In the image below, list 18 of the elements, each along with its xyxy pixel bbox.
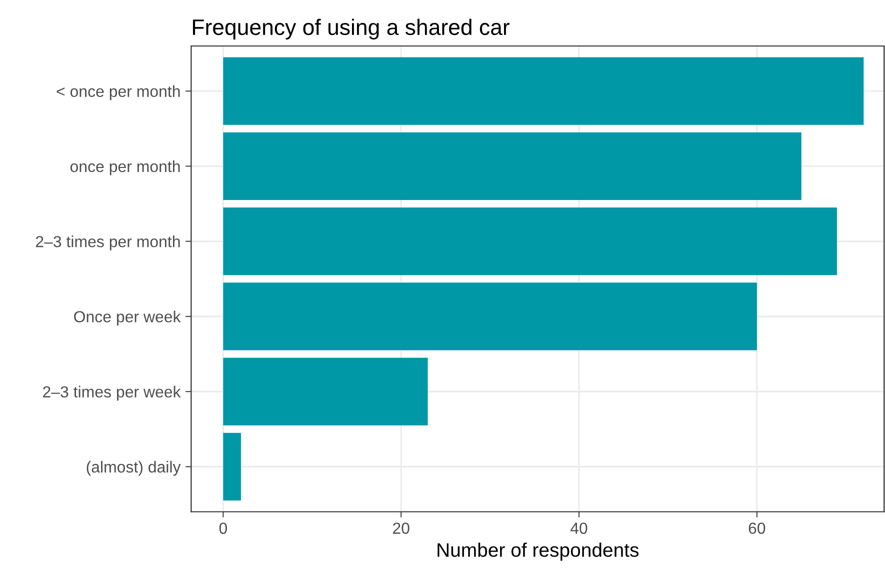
bar [223, 208, 837, 276]
y-tick-label: 2–3 times per week [43, 386, 181, 401]
y-tick-label: 2–3 times per month [36, 236, 180, 250]
x-tick-label: 20 [393, 522, 410, 534]
x-tick-label: 0 [219, 522, 227, 534]
chart-title: Frequency of using a shared car [192, 18, 510, 40]
bar [223, 132, 802, 200]
bar [223, 282, 757, 350]
y-tick-label: (almost) daily [86, 460, 181, 476]
y-tick-label: < once per month [56, 85, 180, 100]
bar [223, 432, 241, 500]
y-tick-label: once per month [70, 160, 180, 176]
y-tick-label: Once per week [74, 310, 181, 326]
x-tick-label: 40 [570, 522, 588, 534]
x-axis-title: Number of respondents [438, 542, 639, 561]
bar [223, 57, 864, 125]
bar [223, 358, 428, 426]
x-tick-label: 60 [748, 522, 766, 534]
